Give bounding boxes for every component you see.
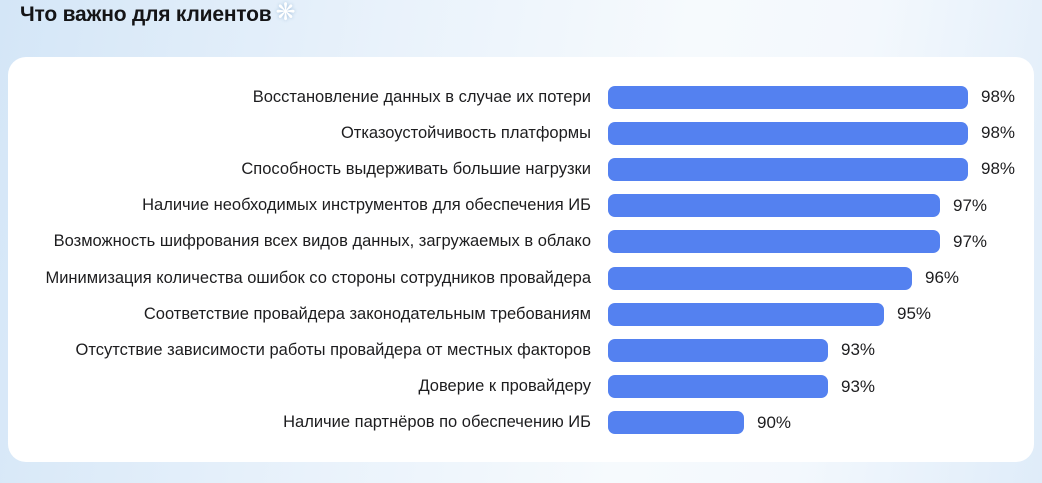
bar-row: Наличие необходимых инструментов для обе… xyxy=(8,188,1034,224)
bar-value-label: 97% xyxy=(953,231,988,251)
bar-row: Минимизация количества ошибок со стороны… xyxy=(8,260,1034,296)
bar-category-label: Способность выдерживать большие нагрузки xyxy=(241,159,591,178)
bar-value-label: 98% xyxy=(981,87,1016,107)
bar-category-label: Минимизация количества ошибок со стороны… xyxy=(45,268,591,287)
bar-category-label: Соответствие провайдера законодательным … xyxy=(143,304,591,323)
bar-value-label: 98% xyxy=(981,159,1016,179)
bar xyxy=(608,157,968,181)
bar-row: Восстановление данных в случае их потери… xyxy=(8,79,1034,115)
bar-value-label: 98% xyxy=(981,123,1016,143)
chart-card: Восстановление данных в случае их потери… xyxy=(8,57,1034,462)
bar-value-label: 90% xyxy=(757,412,792,432)
bar xyxy=(608,302,884,326)
bar xyxy=(608,338,828,362)
bar xyxy=(608,266,912,290)
bar-row: Возможность шифрования всех видов данных… xyxy=(8,224,1034,260)
bar xyxy=(608,85,968,109)
bar-category-label: Возможность шифрования всех видов данных… xyxy=(53,232,591,251)
bar-category-label: Наличие необходимых инструментов для обе… xyxy=(142,196,591,215)
bar xyxy=(608,230,940,254)
bar-row: Наличие партнёров по обеспечению ИБ 90% xyxy=(8,405,1034,441)
bar-category-label: Восстановление данных в случае их потери xyxy=(252,87,591,106)
bar-row: Отсутствие зависимости работы провайдера… xyxy=(8,332,1034,368)
page-title-row: Что важно для клиентов ❋ xyxy=(20,0,296,27)
bar-value-label: 93% xyxy=(841,376,876,396)
bar-value-label: 95% xyxy=(897,304,932,324)
bar xyxy=(608,375,828,399)
bar-row: Доверие к провайдеру 93% xyxy=(8,369,1034,405)
bar-row: Отказоустойчивость платформы 98% xyxy=(8,115,1034,151)
page-title: Что важно для клиентов xyxy=(20,3,272,26)
bar xyxy=(608,121,968,145)
bar-value-label: 96% xyxy=(925,268,960,288)
sparkle-icon: ❋ xyxy=(275,0,296,26)
bar-row: Способность выдерживать большие нагрузки… xyxy=(8,151,1034,187)
bar-value-label: 93% xyxy=(841,340,876,360)
bar xyxy=(608,194,940,218)
bar-category-label: Отсутствие зависимости работы провайдера… xyxy=(75,340,591,359)
bar-category-label: Наличие партнёров по обеспечению ИБ xyxy=(283,413,591,432)
bar-category-label: Доверие к провайдеру xyxy=(418,377,591,396)
bar xyxy=(608,411,744,435)
bar-value-label: 97% xyxy=(953,195,988,215)
bar-row: Соответствие провайдера законодательным … xyxy=(8,296,1034,332)
bar-category-label: Отказоустойчивость платформы xyxy=(340,123,591,142)
bar-chart: Восстановление данных в случае их потери… xyxy=(8,57,1034,441)
